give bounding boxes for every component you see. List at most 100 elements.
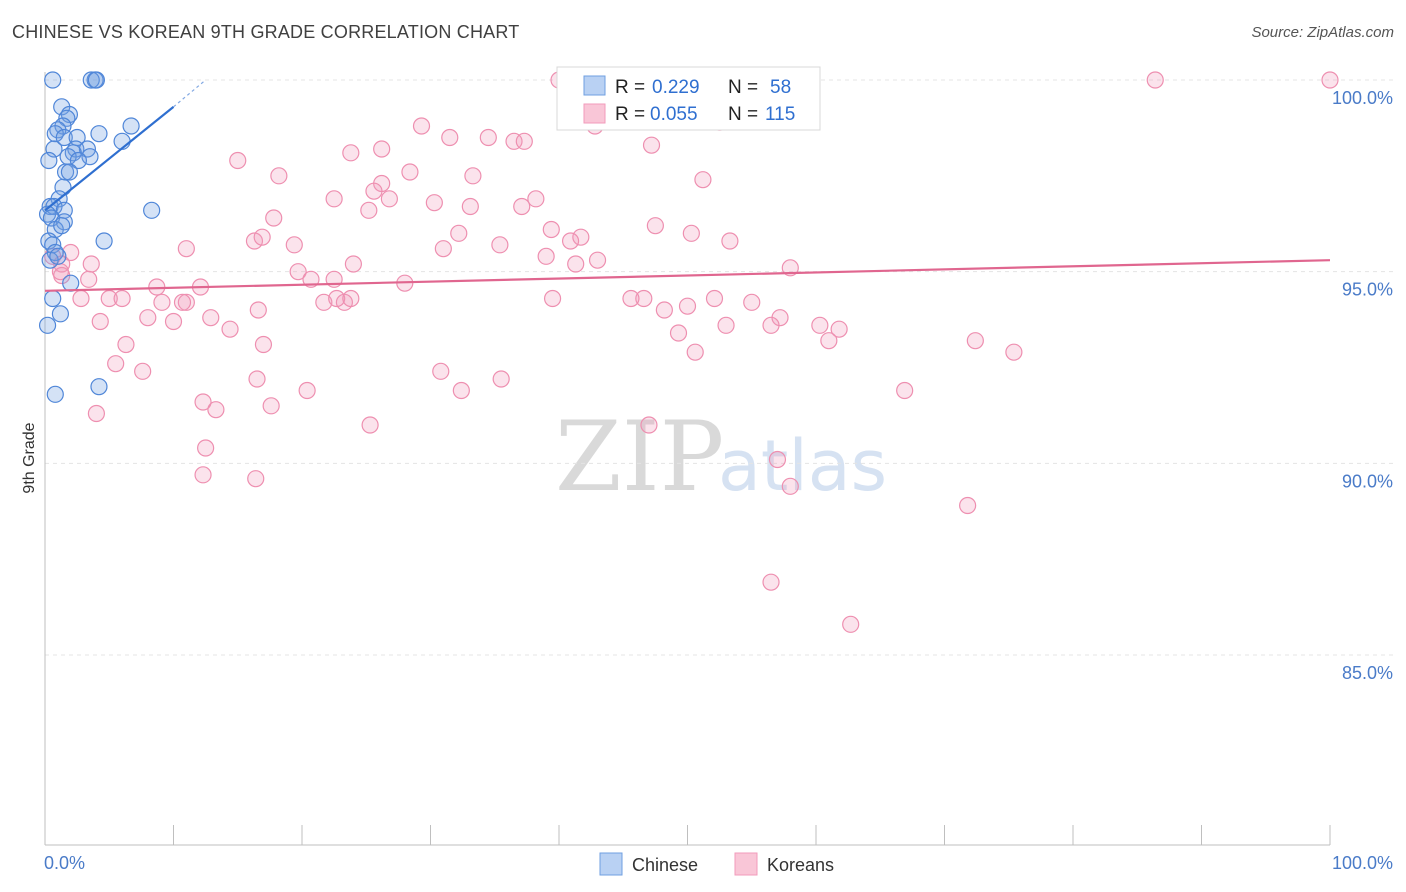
- koreans-point-38: [434, 240, 452, 258]
- koreans-swatch: [583, 103, 606, 124]
- x-tick-label-max: 100.0%: [1332, 853, 1393, 873]
- koreans-point-24: [513, 197, 531, 216]
- y-tick-label-85: 85.0%: [1342, 663, 1393, 683]
- koreans-point-3: [1321, 71, 1339, 89]
- koreans-point-13: [229, 151, 247, 170]
- koreans-point-63: [342, 289, 360, 308]
- trend-lines: [44, 79, 1331, 292]
- koreans-point-74: [655, 301, 673, 319]
- koreans-point-102: [87, 404, 106, 423]
- koreans-point-15: [270, 167, 288, 185]
- chinese-series: [38, 71, 161, 403]
- koreans-point-17: [694, 171, 712, 189]
- koreans-point-78: [139, 309, 157, 327]
- koreans-point-70: [705, 289, 724, 308]
- koreans-point-62: [328, 289, 346, 308]
- koreans-point-42: [588, 251, 607, 269]
- koreans-point-19: [365, 182, 383, 200]
- koreans-point-39: [177, 240, 195, 258]
- koreans-point-104: [640, 416, 658, 434]
- chinese-point-22: [40, 151, 58, 170]
- legend-koreans-label: Koreans: [767, 855, 834, 875]
- chinese-point-9: [90, 125, 108, 143]
- legend-chinese-label: Chinese: [632, 855, 698, 875]
- koreans-point-46: [567, 255, 585, 273]
- koreans-point-85: [669, 324, 688, 342]
- koreans-point-96: [298, 381, 316, 400]
- koreans-series: [44, 71, 1339, 633]
- koreans-point-59: [622, 289, 640, 308]
- chinese-point-42: [62, 274, 80, 292]
- koreans-point-31: [450, 224, 468, 242]
- x-tick-label-min: 0.0%: [44, 853, 85, 873]
- koreans-point-34: [721, 232, 739, 250]
- koreans-point-95: [248, 370, 266, 388]
- koreans-point-29: [542, 220, 560, 239]
- koreans-point-44: [82, 255, 100, 273]
- koreans-trend-line: [44, 259, 1331, 292]
- y-tick-label-100: 100.0%: [1332, 88, 1393, 108]
- chinese-point-35: [53, 217, 71, 235]
- koreans-point-5: [412, 117, 431, 135]
- chinese-point-21: [69, 151, 88, 170]
- koreans-point-80: [221, 320, 239, 338]
- koreans-point-20: [380, 190, 398, 208]
- koreans-point-114: [117, 335, 135, 354]
- koreans-point-98: [896, 381, 914, 400]
- chinese-r-value: 0.229: [652, 77, 700, 98]
- koreans-point-100: [207, 401, 225, 419]
- koreans-point-32: [572, 228, 590, 246]
- chinese-point-0: [44, 71, 62, 89]
- chinese-point-38: [95, 232, 113, 250]
- x-axis-ticks: [44, 825, 1331, 845]
- chinese-point-12: [55, 128, 73, 147]
- koreans-point-97: [452, 381, 470, 400]
- koreans-point-106: [768, 450, 787, 469]
- koreans-point-28: [646, 217, 664, 235]
- stats-legend: R = 0.229 N = 58 R = 0.055 N = 115: [556, 66, 821, 131]
- koreans-point-12: [642, 136, 661, 154]
- koreans-point-90: [686, 343, 704, 361]
- y-tick-label-90: 90.0%: [1342, 471, 1393, 491]
- chinese-r-label: R =: [615, 77, 645, 98]
- chinese-point-43: [44, 289, 62, 308]
- chinese-point-3: [87, 71, 106, 89]
- koreans-point-109: [781, 477, 799, 495]
- chinese-point-24: [60, 163, 79, 181]
- chinese-point-2: [82, 71, 100, 89]
- chinese-point-44: [51, 305, 70, 323]
- chart-title: CHINESE VS KOREAN 9TH GRADE CORRELATION …: [12, 22, 520, 42]
- koreans-point-16: [464, 167, 482, 185]
- y-tick-labels: 85.0% 90.0% 95.0% 100.0%: [1332, 88, 1393, 683]
- koreans-point-58: [543, 289, 562, 308]
- chinese-point-46: [90, 378, 108, 396]
- koreans-point-112: [842, 615, 860, 633]
- koreans-point-48: [289, 263, 307, 281]
- koreans-point-27: [461, 197, 479, 216]
- koreans-point-91: [107, 355, 125, 373]
- koreans-point-65: [100, 289, 118, 308]
- watermark-zip: ZIP: [555, 401, 724, 513]
- watermark-atlas: atlas: [718, 425, 887, 507]
- koreans-point-93: [432, 362, 450, 380]
- koreans-point-67: [153, 293, 171, 311]
- chinese-n-label: N =: [728, 77, 758, 98]
- chinese-n-value: 58: [770, 77, 791, 98]
- koreans-point-64: [72, 289, 90, 308]
- koreans-point-49: [781, 259, 799, 277]
- koreans-point-26: [265, 209, 283, 227]
- koreans-point-41: [537, 247, 555, 265]
- koreans-point-94: [492, 370, 510, 388]
- koreans-point-83: [811, 316, 829, 334]
- koreans-point-7: [479, 128, 497, 147]
- chinese-trend-line: [44, 105, 175, 212]
- koreans-point-105: [197, 439, 215, 457]
- koreans-point-60: [315, 293, 333, 311]
- koreans-point-6: [441, 128, 459, 147]
- koreans-point-107: [194, 466, 212, 484]
- koreans-point-37: [285, 236, 303, 254]
- chinese-point-41: [49, 247, 67, 265]
- koreans-point-22: [527, 190, 545, 208]
- koreans-point-23: [425, 194, 443, 212]
